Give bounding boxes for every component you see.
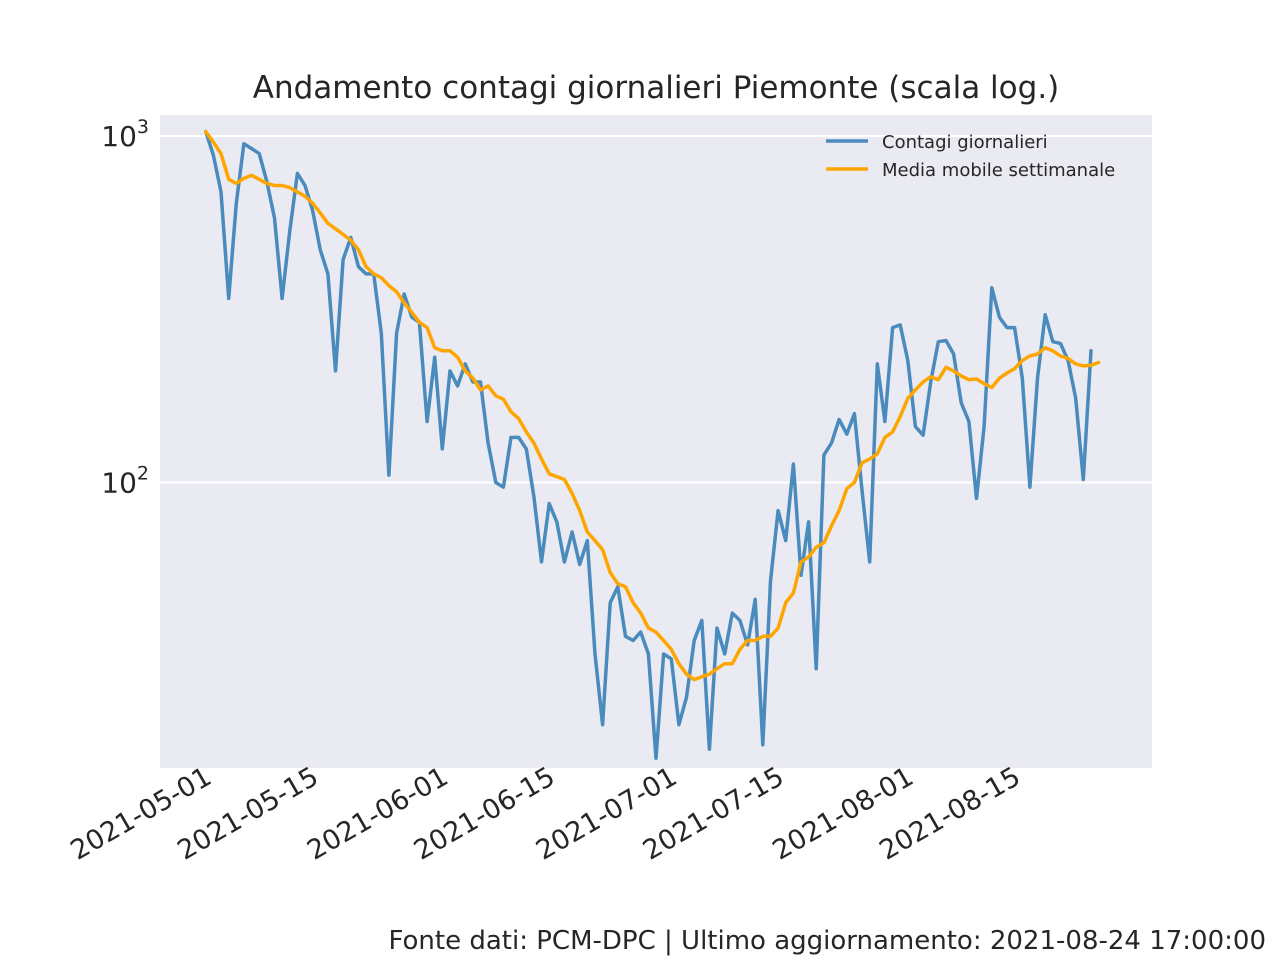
y-axis: 102 103	[101, 116, 149, 499]
y-tick-label-100: 102	[101, 463, 149, 500]
y-tick-label-1000: 103	[101, 116, 149, 153]
x-axis: 2021-05-012021-05-152021-06-012021-06-15…	[66, 761, 1026, 866]
series-group	[204, 129, 1101, 761]
chart-title: Andamento contagi giornalieri Piemonte (…	[253, 70, 1060, 106]
legend-label-contagi: Contagi giornalieri	[882, 132, 1048, 153]
legend-label-media-mobile: Media mobile settimanale	[882, 160, 1115, 181]
source-note: Fonte dati: PCM-DPC | Ultimo aggiornamen…	[388, 926, 1267, 956]
plot-area	[160, 115, 1152, 768]
series-line-1	[204, 129, 1101, 682]
series-line-0	[204, 129, 1093, 761]
legend: Contagi giornalieri Media mobile settima…	[826, 132, 1115, 181]
gridlines	[160, 135, 1152, 484]
